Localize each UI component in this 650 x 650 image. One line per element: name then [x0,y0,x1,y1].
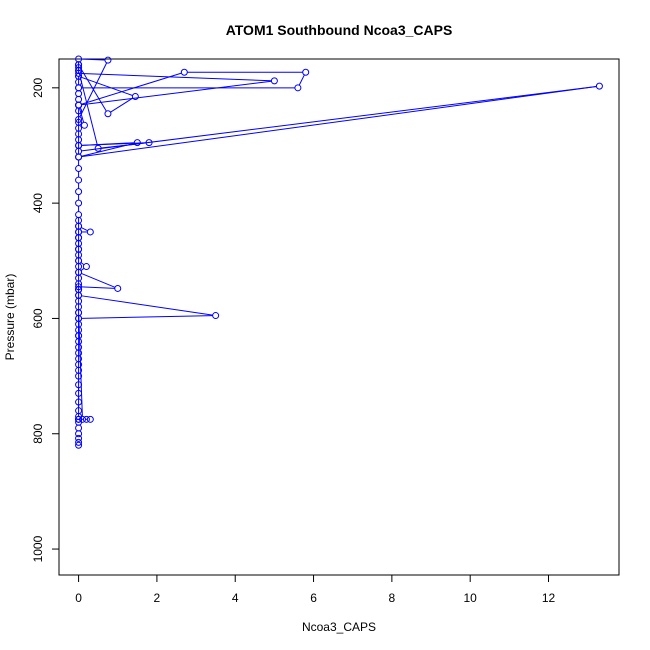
x-tick-label: 2 [154,591,161,605]
data-point [75,61,83,69]
series-segment [81,227,88,232]
data-point [270,77,278,85]
data-point [94,144,102,152]
data-point [75,434,83,442]
series-layer [75,55,603,449]
series-segment [110,97,134,113]
y-axis-label: Pressure (mbar) [3,274,17,361]
x-tick-label: 10 [464,591,478,605]
y-axis: 200 400 600 800 1000 [31,77,60,562]
data-point [75,90,83,98]
y-tick-label: 1000 [31,535,45,562]
data-point [75,441,83,449]
series-segment [81,142,135,146]
series-segment [78,73,98,146]
series-segment [80,267,85,271]
data-point [86,228,94,236]
series-segment [81,72,182,105]
series-segment [81,286,115,289]
x-tick-label: 0 [75,591,82,605]
data-point [145,139,153,147]
data-point [595,82,603,90]
series-segment [298,74,305,86]
series-segment [81,272,116,288]
data-point [75,153,83,161]
data-point [75,64,83,72]
data-point [75,407,83,415]
data-point [75,211,83,219]
data-point [302,68,310,76]
data-point [75,222,83,230]
data-point [86,415,94,423]
data-point [82,263,90,271]
data-point [104,56,112,64]
series-segment [81,58,105,61]
y-tick-label: 400 [31,193,45,213]
data-point [82,415,90,423]
series-segment [81,295,213,316]
series-segment [80,262,85,266]
series-segment [81,73,272,82]
data-point [75,257,83,265]
data-point [75,118,83,126]
data-point [75,165,83,173]
data-point [75,176,83,184]
data-point [75,283,83,291]
series-segment [81,80,272,106]
y-tick-label: 200 [31,77,45,97]
data-point [75,245,83,253]
data-point [75,286,83,294]
x-tick-label: 8 [389,591,396,605]
data-point [75,147,83,155]
data-point [75,438,83,446]
series-segment [81,85,597,152]
data-point [75,101,83,109]
data-point [75,424,83,432]
series-segment [78,107,85,123]
data-point [75,381,83,389]
data-point [131,92,139,100]
series-segment [79,67,107,112]
data-point [75,415,83,423]
data-point [78,415,86,423]
x-axis: 0 2 4 6 8 10 12 [75,574,556,605]
x-tick-label: 6 [310,591,317,605]
data-point [75,199,83,207]
data-point [75,116,83,124]
data-point [75,95,83,103]
x-tick-label: 12 [542,591,556,605]
y-tick-label: 600 [31,308,45,328]
data-point [75,332,83,340]
x-tick-label: 4 [232,591,239,605]
chart-title: ATOM1 Southbound Ncoa3_CAPS [226,22,453,38]
series-segment [81,86,597,158]
data-point [75,268,83,276]
data-point [80,121,88,129]
data-point [75,314,83,322]
x-axis-label: Ncoa3_CAPS [302,620,376,634]
data-point [180,68,188,76]
series-segment [81,315,213,319]
data-point [212,312,220,320]
data-point [75,188,83,196]
data-point [133,139,141,147]
data-point [104,110,112,118]
data-point [75,398,83,406]
data-point [114,284,122,292]
data-point [75,389,83,397]
y-tick-label: 800 [31,423,45,443]
data-point [294,84,302,92]
series-segment [81,76,133,96]
data-point [75,84,83,92]
